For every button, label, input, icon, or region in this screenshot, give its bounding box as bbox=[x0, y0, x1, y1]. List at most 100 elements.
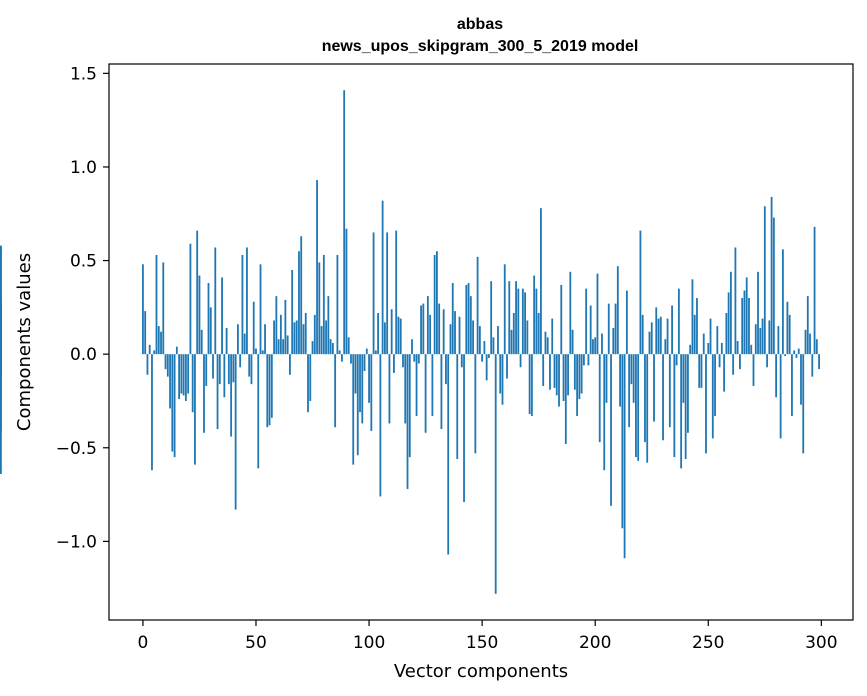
bar-171 bbox=[528, 354, 531, 415]
y-axis-label: Components values bbox=[14, 253, 35, 431]
bar-58 bbox=[273, 320, 275, 355]
bar-119 bbox=[411, 339, 413, 355]
chart-title: abbas bbox=[457, 16, 503, 33]
bar-108 bbox=[386, 232, 389, 355]
bar-105 bbox=[379, 354, 382, 497]
x-tick-label: 200 bbox=[579, 633, 611, 653]
bar-92 bbox=[350, 354, 352, 364]
bar-85 bbox=[334, 354, 337, 428]
bar-298 bbox=[815, 339, 818, 355]
bar-292 bbox=[802, 354, 805, 454]
bar-225 bbox=[650, 322, 653, 355]
bar-74 bbox=[309, 354, 312, 401]
bar-90 bbox=[345, 228, 348, 355]
bar-137 bbox=[451, 283, 454, 355]
bar-262 bbox=[734, 247, 737, 355]
bar-259 bbox=[727, 292, 730, 355]
bar-175 bbox=[537, 312, 540, 355]
bar-278 bbox=[770, 196, 773, 355]
bar-239 bbox=[682, 354, 685, 403]
bar-2 bbox=[146, 354, 149, 375]
bar-42 bbox=[237, 324, 239, 355]
bar-190 bbox=[571, 329, 574, 355]
y-tick-label: −0.5 bbox=[56, 439, 97, 459]
bar-287 bbox=[791, 354, 793, 416]
bar-81 bbox=[325, 320, 327, 355]
bar-244 bbox=[693, 314, 696, 355]
bar-104 bbox=[377, 312, 380, 355]
bar-202 bbox=[598, 354, 601, 443]
bar-132 bbox=[440, 354, 443, 430]
bar-89 bbox=[343, 90, 346, 355]
bar-18 bbox=[182, 354, 185, 396]
bar-69 bbox=[298, 251, 300, 355]
bar-93 bbox=[352, 354, 355, 465]
bar-155 bbox=[492, 337, 495, 355]
bar-54 bbox=[264, 324, 266, 355]
bar-217 bbox=[632, 354, 635, 403]
bar-269 bbox=[750, 344, 753, 355]
bar-167 bbox=[519, 354, 522, 368]
bar-173 bbox=[533, 275, 536, 355]
y-axis-ticks: 1.5 1.0 0.5 0.0 −0.5 −1.0 bbox=[56, 64, 109, 552]
bar-61 bbox=[279, 314, 282, 355]
bar-245 bbox=[696, 298, 698, 355]
bar-116 bbox=[404, 354, 407, 424]
bar-210 bbox=[616, 266, 619, 355]
bar-40 bbox=[232, 354, 235, 383]
bar-252 bbox=[711, 354, 714, 439]
bar-159 bbox=[501, 354, 504, 405]
bar-117 bbox=[406, 354, 409, 489]
bar-154 bbox=[490, 281, 493, 355]
bar-271 bbox=[754, 324, 757, 355]
bar-196 bbox=[585, 288, 588, 355]
bar-208 bbox=[612, 327, 615, 355]
bar-254 bbox=[716, 326, 719, 355]
bar-253 bbox=[714, 354, 716, 416]
bar-235 bbox=[673, 354, 676, 458]
bar-76 bbox=[313, 314, 316, 355]
bar-193 bbox=[578, 354, 581, 400]
bar-177 bbox=[542, 354, 545, 386]
bar-94 bbox=[354, 354, 357, 394]
bar-8 bbox=[160, 331, 162, 355]
bar-144 bbox=[467, 283, 470, 355]
bar-234 bbox=[671, 305, 673, 355]
bar-280 bbox=[775, 354, 778, 398]
bar-243 bbox=[691, 279, 694, 355]
bar-294 bbox=[806, 296, 809, 355]
bar-163 bbox=[510, 329, 513, 355]
bar-257 bbox=[723, 354, 726, 392]
bar-153 bbox=[488, 354, 490, 358]
bar-114 bbox=[399, 318, 402, 355]
bar-289 bbox=[795, 354, 798, 358]
bar-246 bbox=[698, 354, 701, 388]
bar-178 bbox=[544, 331, 547, 355]
bar-59 bbox=[275, 296, 278, 355]
chart-subtitle: news_upos_skipgram_300_5_2019 model bbox=[322, 38, 639, 55]
bar-261 bbox=[732, 354, 735, 375]
bar-123 bbox=[420, 305, 422, 355]
bar-67 bbox=[293, 322, 296, 355]
bar-65 bbox=[289, 354, 291, 375]
bar-185 bbox=[560, 284, 563, 355]
bar-102 bbox=[372, 232, 375, 355]
bar-276 bbox=[766, 354, 768, 368]
bar-98 bbox=[363, 354, 366, 372]
bar-64 bbox=[286, 335, 289, 355]
bar-162 bbox=[508, 281, 511, 355]
bar-227 bbox=[655, 307, 658, 355]
bar-205 bbox=[605, 354, 608, 403]
bar-222 bbox=[644, 354, 646, 443]
bar-223 bbox=[646, 354, 649, 463]
bar-283 bbox=[781, 249, 784, 355]
bar-140 bbox=[458, 316, 461, 355]
x-tick-label: 0 bbox=[138, 633, 149, 653]
bar-216 bbox=[630, 354, 633, 385]
bar-122 bbox=[417, 354, 420, 364]
bar-31 bbox=[212, 354, 214, 379]
y-tick-label: 1.0 bbox=[70, 158, 97, 178]
bar-84 bbox=[331, 342, 334, 355]
bar-238 bbox=[680, 354, 683, 469]
